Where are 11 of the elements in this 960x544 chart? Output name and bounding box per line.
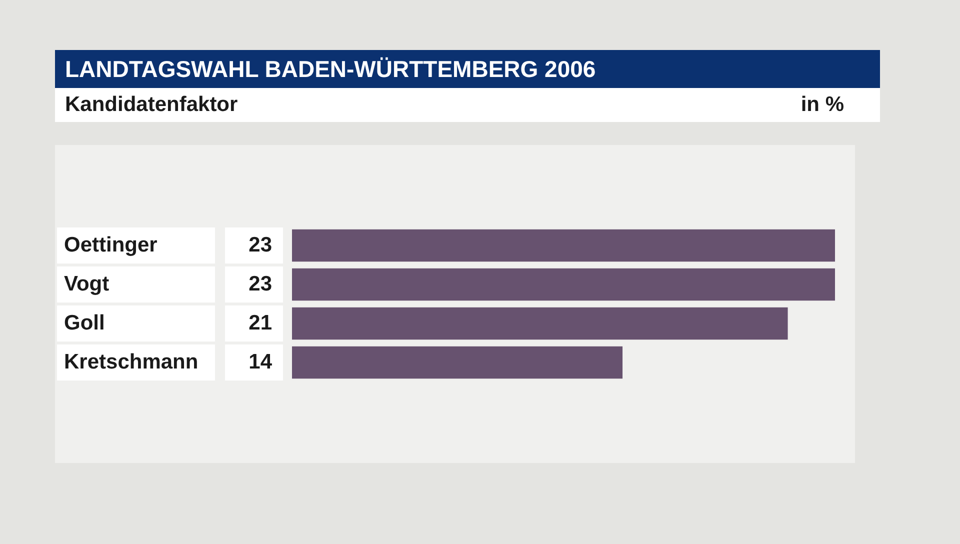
y-tick-label: Vogt [64,272,110,296]
text: in % [800,92,844,118]
data-label: 21 [248,311,272,334]
chart-subtitle: Kandidatenfaktor [65,92,238,118]
y-tick-label: Goll [64,311,105,334]
data-label: 23 [248,272,272,296]
y-tick-label: Kretschmann [64,350,198,374]
data-label: 14 [248,350,272,374]
data-label: 23 [248,233,272,256]
y-tick-label: Oettinger [64,233,158,256]
chart-title: LANDTAGSWAHL BADEN-WÜRTTEMBERG 2006 [55,50,880,88]
